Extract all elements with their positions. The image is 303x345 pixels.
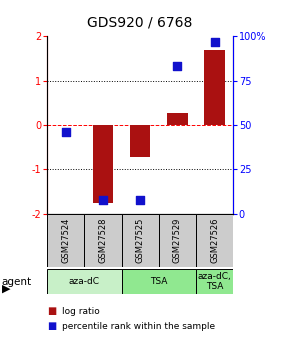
Bar <box>205 50 225 125</box>
Text: GSM27524: GSM27524 <box>61 218 70 263</box>
Bar <box>196 269 233 294</box>
Text: ■: ■ <box>47 306 56 316</box>
Point <box>212 39 217 44</box>
Point <box>175 64 180 69</box>
Text: percentile rank within the sample: percentile rank within the sample <box>62 322 215 331</box>
Text: GDS920 / 6768: GDS920 / 6768 <box>87 16 192 30</box>
Bar <box>130 125 150 157</box>
Bar <box>167 112 188 125</box>
Bar <box>47 214 84 267</box>
Text: ■: ■ <box>47 321 56 331</box>
Text: GSM27526: GSM27526 <box>210 218 219 263</box>
Text: GSM27529: GSM27529 <box>173 218 182 263</box>
Point <box>100 197 105 203</box>
Point <box>63 129 68 135</box>
Text: agent: agent <box>2 277 32 287</box>
Bar <box>93 125 113 203</box>
Bar <box>84 214 122 267</box>
Text: aza-dC: aza-dC <box>69 277 100 286</box>
Bar <box>196 214 233 267</box>
Text: GSM27525: GSM27525 <box>136 218 145 263</box>
Text: log ratio: log ratio <box>62 307 100 316</box>
Bar <box>47 269 122 294</box>
Text: ▶: ▶ <box>2 284 10 294</box>
Bar <box>122 214 159 267</box>
Point <box>138 197 142 203</box>
Bar <box>159 214 196 267</box>
Text: aza-dC,
TSA: aza-dC, TSA <box>198 272 231 291</box>
Text: TSA: TSA <box>150 277 168 286</box>
Bar <box>122 269 196 294</box>
Text: GSM27528: GSM27528 <box>98 218 107 263</box>
